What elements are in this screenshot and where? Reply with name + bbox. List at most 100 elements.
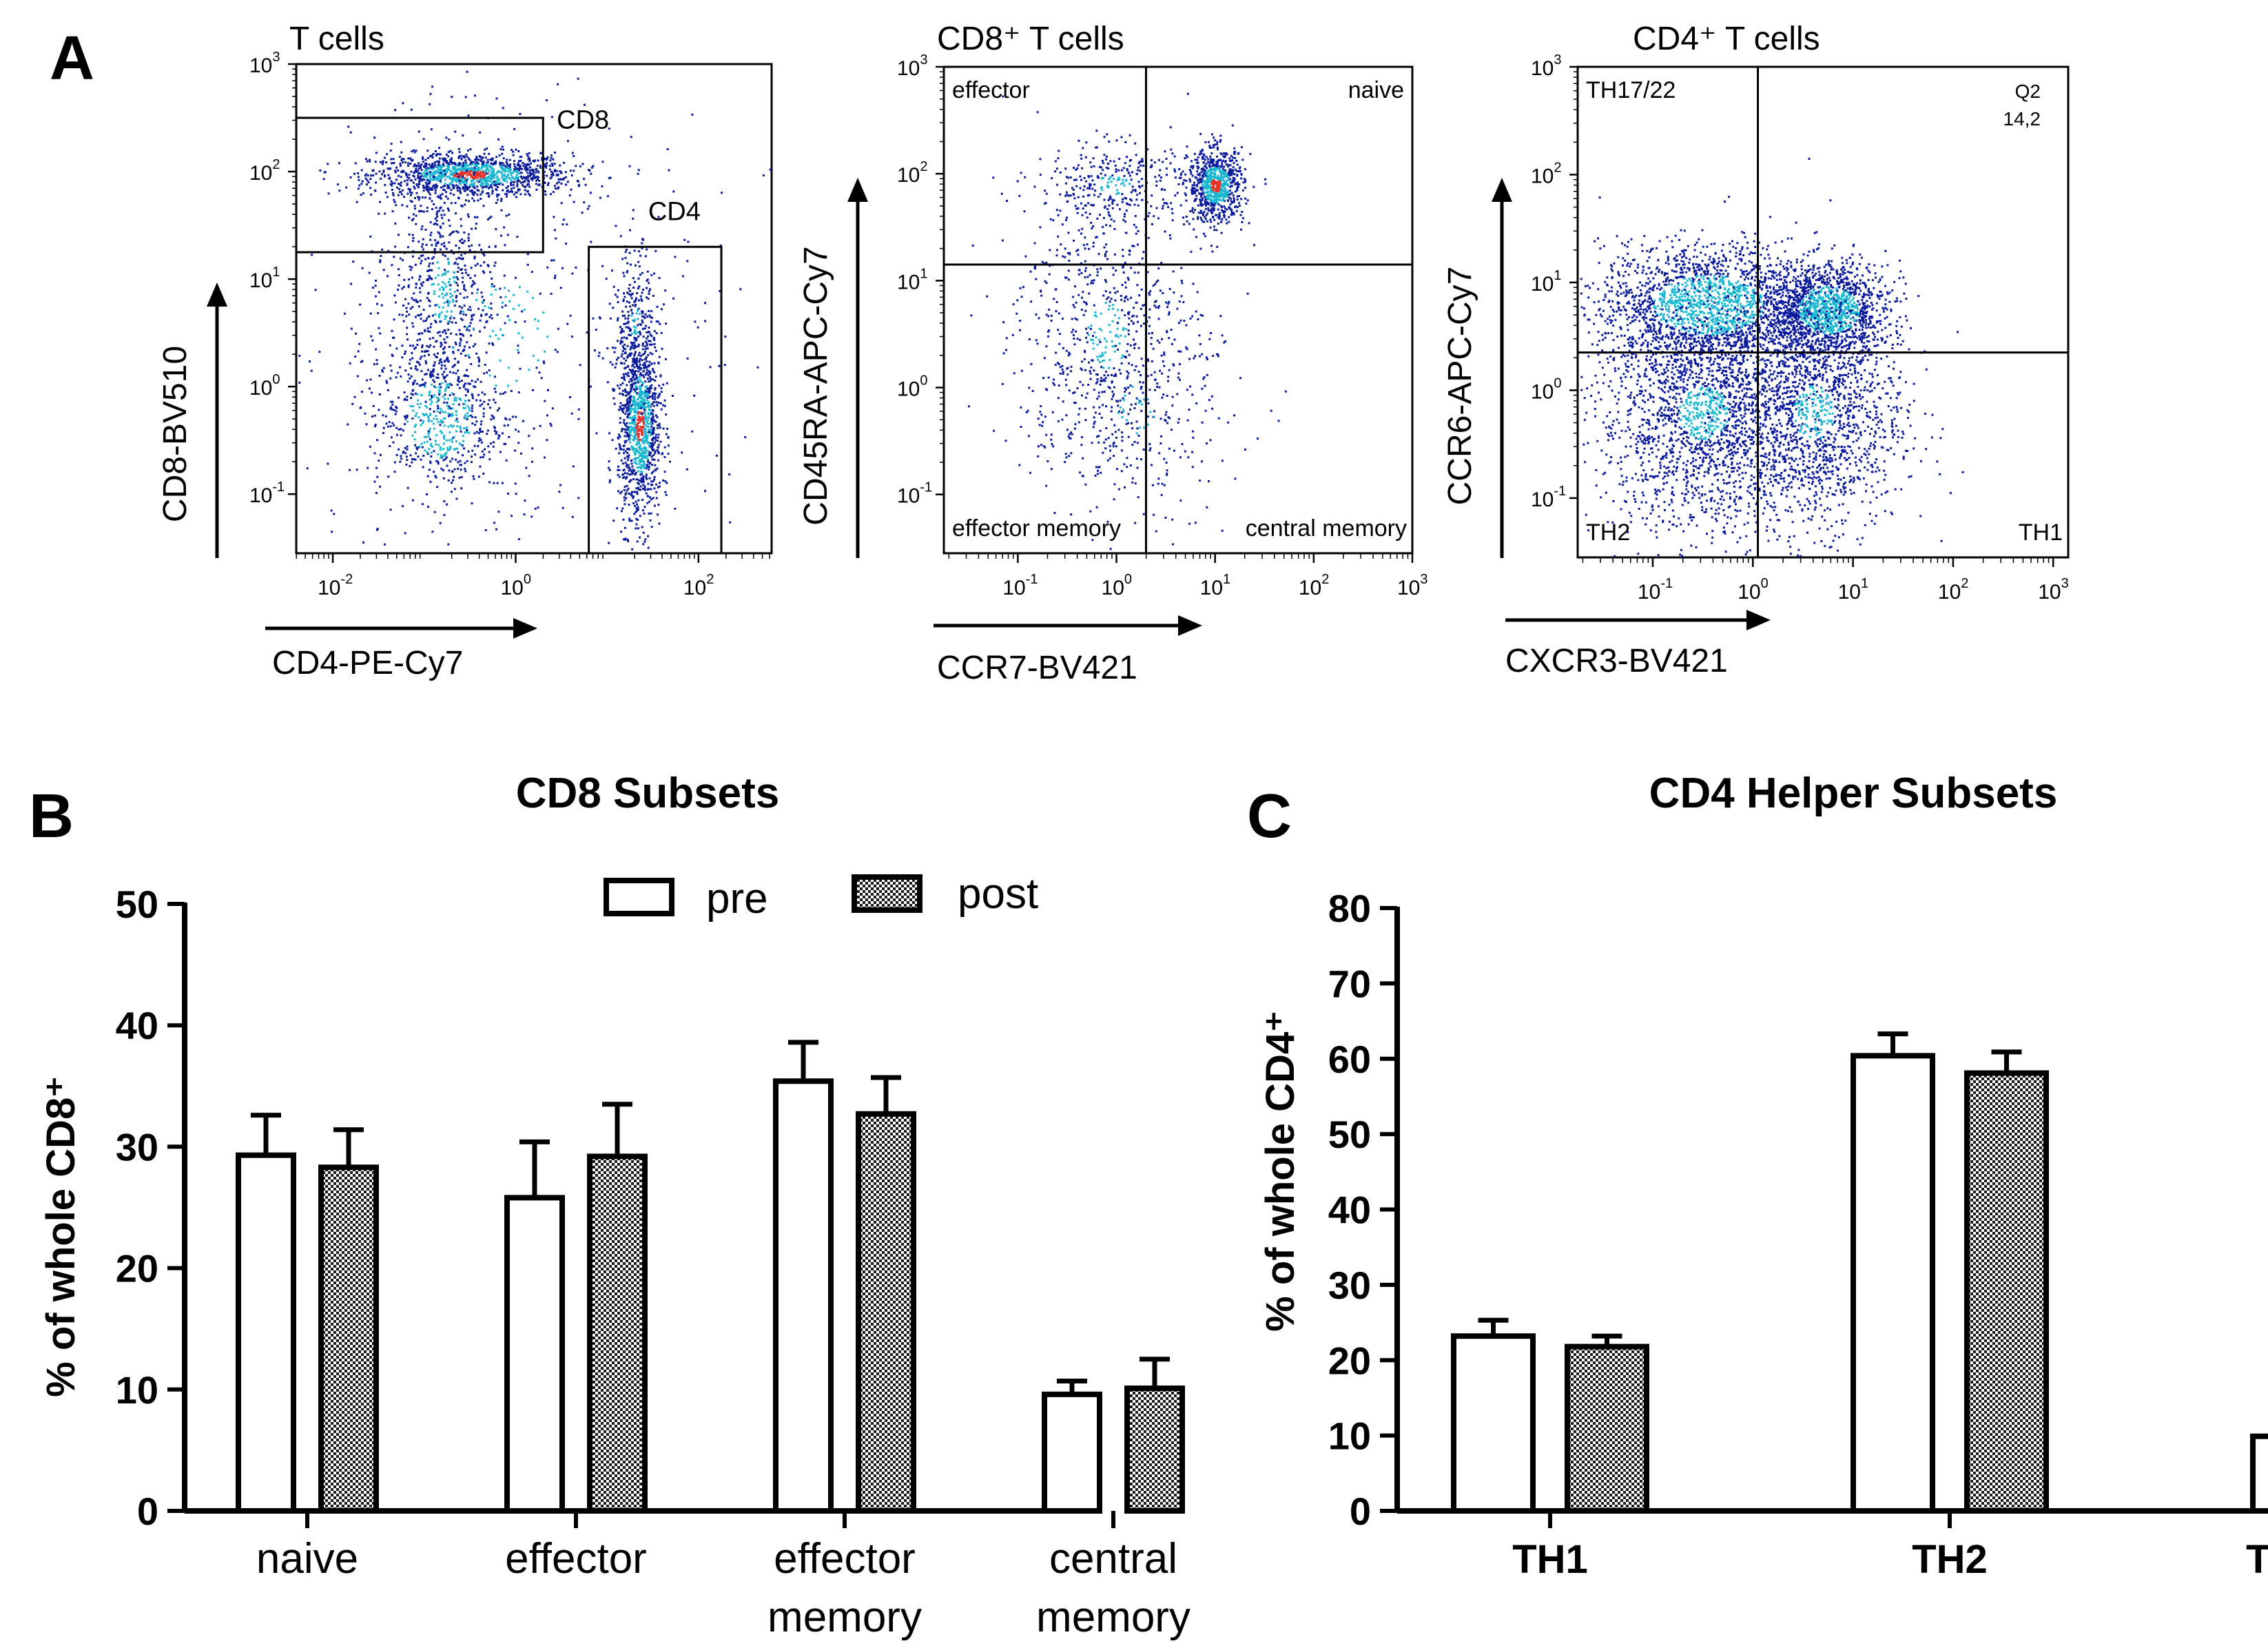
x-tick-label: 100 xyxy=(1738,576,1769,604)
cell-population-1 xyxy=(349,70,526,496)
quadrant-gates: TH17/22 Q2 14,2 TH2 TH1 xyxy=(1578,67,2068,557)
x-tick-label: 103 xyxy=(2038,576,2069,604)
bar-pre-effector-memory xyxy=(773,1078,834,1514)
cell-population-2-core xyxy=(1679,386,1729,440)
y-axis-arrowhead xyxy=(847,178,868,202)
y-tick-label: 0 xyxy=(1350,1490,1371,1533)
cell-population-1-core xyxy=(431,258,456,322)
y-tick-label: 101 xyxy=(897,266,928,293)
y-tick-label: 10-1 xyxy=(897,480,932,508)
cell-population-2-core xyxy=(1100,176,1131,195)
density-plot xyxy=(1580,158,1964,557)
panel-letter-b: B xyxy=(29,782,74,851)
x-tick-label: 101 xyxy=(1200,572,1231,599)
quadrant-label: TH17/22 xyxy=(1586,77,1676,103)
cell-population-0-core xyxy=(1201,166,1230,205)
bar-pre-th17-th22 xyxy=(2250,1433,2268,1514)
category-label: central xyxy=(1049,1535,1177,1583)
cell-population-3-peak xyxy=(635,411,646,442)
legend-label-pre: pre xyxy=(706,875,768,923)
density-plot xyxy=(968,92,1287,550)
density-plot xyxy=(298,70,772,550)
y-tick-label: 40 xyxy=(116,1004,158,1047)
axis-ticks: 10-1 100 101 102 103 10-2 100 102 xyxy=(249,50,770,599)
y-tick-label: 100 xyxy=(249,372,280,400)
cell-population-5-core xyxy=(451,285,549,387)
y-tick-label: 50 xyxy=(116,883,158,926)
cell-population-3-core xyxy=(628,376,652,473)
x-axis-label: CD4-PE-Cy7 xyxy=(272,645,463,681)
x-tick-label: 102 xyxy=(1299,572,1330,599)
panel-letter-a: A xyxy=(50,24,94,93)
category-label: TH2 xyxy=(1912,1537,1988,1582)
chart-title: CD8 Subsets xyxy=(516,770,779,817)
x-tick-label: 103 xyxy=(1397,572,1428,599)
y-tick-label: 30 xyxy=(116,1125,158,1168)
cell-population-3 xyxy=(606,264,688,550)
x-tick-label: 101 xyxy=(1838,576,1869,604)
cell-population-0-core xyxy=(1653,274,1764,336)
x-axis-arrowhead xyxy=(1178,615,1202,636)
x-axis-label: CXCR3-BV421 xyxy=(1505,643,1728,679)
cell-population-4-core xyxy=(630,309,641,335)
bar-post-th2 xyxy=(1964,1070,2049,1514)
bar-chart-cd8-subsets: CD8 Subsets % of whole CD8⁺ pre post 0 10… xyxy=(39,770,1190,1641)
y-tick-label: 10 xyxy=(1328,1414,1371,1458)
legend-swatch-pre xyxy=(604,878,674,916)
y-tick-label: 50 xyxy=(1328,1113,1371,1156)
y-tick-label: 40 xyxy=(1328,1188,1371,1232)
y-tick-label: 0 xyxy=(137,1490,158,1533)
cell-population-1 xyxy=(1744,231,1959,384)
category-label: TH1 xyxy=(1512,1537,1588,1582)
flow-plot-cd8-t-cells: CD8⁺ T cells effector naive effector memor… xyxy=(798,21,1428,686)
x-axis-label: CCR7-BV421 xyxy=(937,650,1137,686)
chart-legend: pre post xyxy=(604,870,1038,923)
cell-population-3-core xyxy=(1793,385,1834,439)
flow-title: T cells xyxy=(289,21,384,57)
x-tick-label: 10-2 xyxy=(318,572,353,599)
y-tick-label: 60 xyxy=(1328,1038,1371,1081)
cell-population-3 xyxy=(1002,271,1287,533)
bar-post-central-memory xyxy=(1124,1386,1185,1514)
plot-frame xyxy=(942,65,1414,555)
y-tick-label: 70 xyxy=(1328,962,1371,1005)
chart-title: CD4 Helper Subsets xyxy=(1649,770,2058,817)
legend-swatch-post xyxy=(852,874,922,913)
x-axis-arrowhead xyxy=(1746,610,1771,630)
y-axis-label: % of whole CD4⁺ xyxy=(1258,1011,1303,1332)
bar-post-effector xyxy=(587,1153,648,1514)
cell-population-3 xyxy=(1660,199,1964,557)
quadrant-label: central memory xyxy=(1246,515,1407,542)
y-tick-label: 30 xyxy=(1328,1264,1371,1307)
quadrant-label: Q2 xyxy=(2015,81,2041,102)
cell-population-0-peak xyxy=(453,170,489,180)
flow-title: CD8⁺ T cells xyxy=(937,21,1124,57)
gate-cd8 xyxy=(295,116,544,254)
quadrant-label: TH1 xyxy=(2019,519,2063,546)
cell-population-2-core xyxy=(406,382,471,459)
y-axis-label: CD8-BV510 xyxy=(157,346,194,522)
x-tick-label: 10-1 xyxy=(1638,576,1673,604)
gates: CD8 CD4 xyxy=(295,106,723,555)
y-tick-label: 100 xyxy=(1531,375,1562,403)
quadrant-label: 14,2 xyxy=(2003,108,2041,130)
y-tick-label: 10-1 xyxy=(1531,484,1566,511)
category-label: memory xyxy=(767,1594,922,1641)
y-tick-label: 10 xyxy=(116,1368,158,1412)
cell-population-3-core xyxy=(1117,385,1155,435)
cell-population-0-core xyxy=(420,163,520,187)
y-tick-label: 10-1 xyxy=(249,480,285,507)
quadrant-label: effector xyxy=(952,77,1030,103)
y-tick-label: 20 xyxy=(1328,1339,1371,1382)
bar-chart-cd4-helper-subsets: CD4 Helper Subsets % of whole CD4⁺ 0 10 20… xyxy=(1258,770,2268,1582)
x-tick-label: 100 xyxy=(500,572,531,599)
y-axis-arrowhead xyxy=(207,282,227,307)
y-tick-label: 102 xyxy=(1531,160,1562,187)
x-tick-label: 10-1 xyxy=(1002,572,1038,599)
x-tick-label: 100 xyxy=(1102,572,1133,599)
x-tick-label: 102 xyxy=(683,572,714,599)
bar-pre-th2 xyxy=(1851,1053,1935,1514)
plot-frame xyxy=(295,63,773,555)
x-axis-arrowhead xyxy=(513,618,537,639)
quadrant-label: TH2 xyxy=(1586,519,1630,546)
